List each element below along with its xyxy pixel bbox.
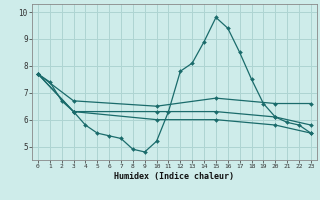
- X-axis label: Humidex (Indice chaleur): Humidex (Indice chaleur): [115, 172, 234, 181]
